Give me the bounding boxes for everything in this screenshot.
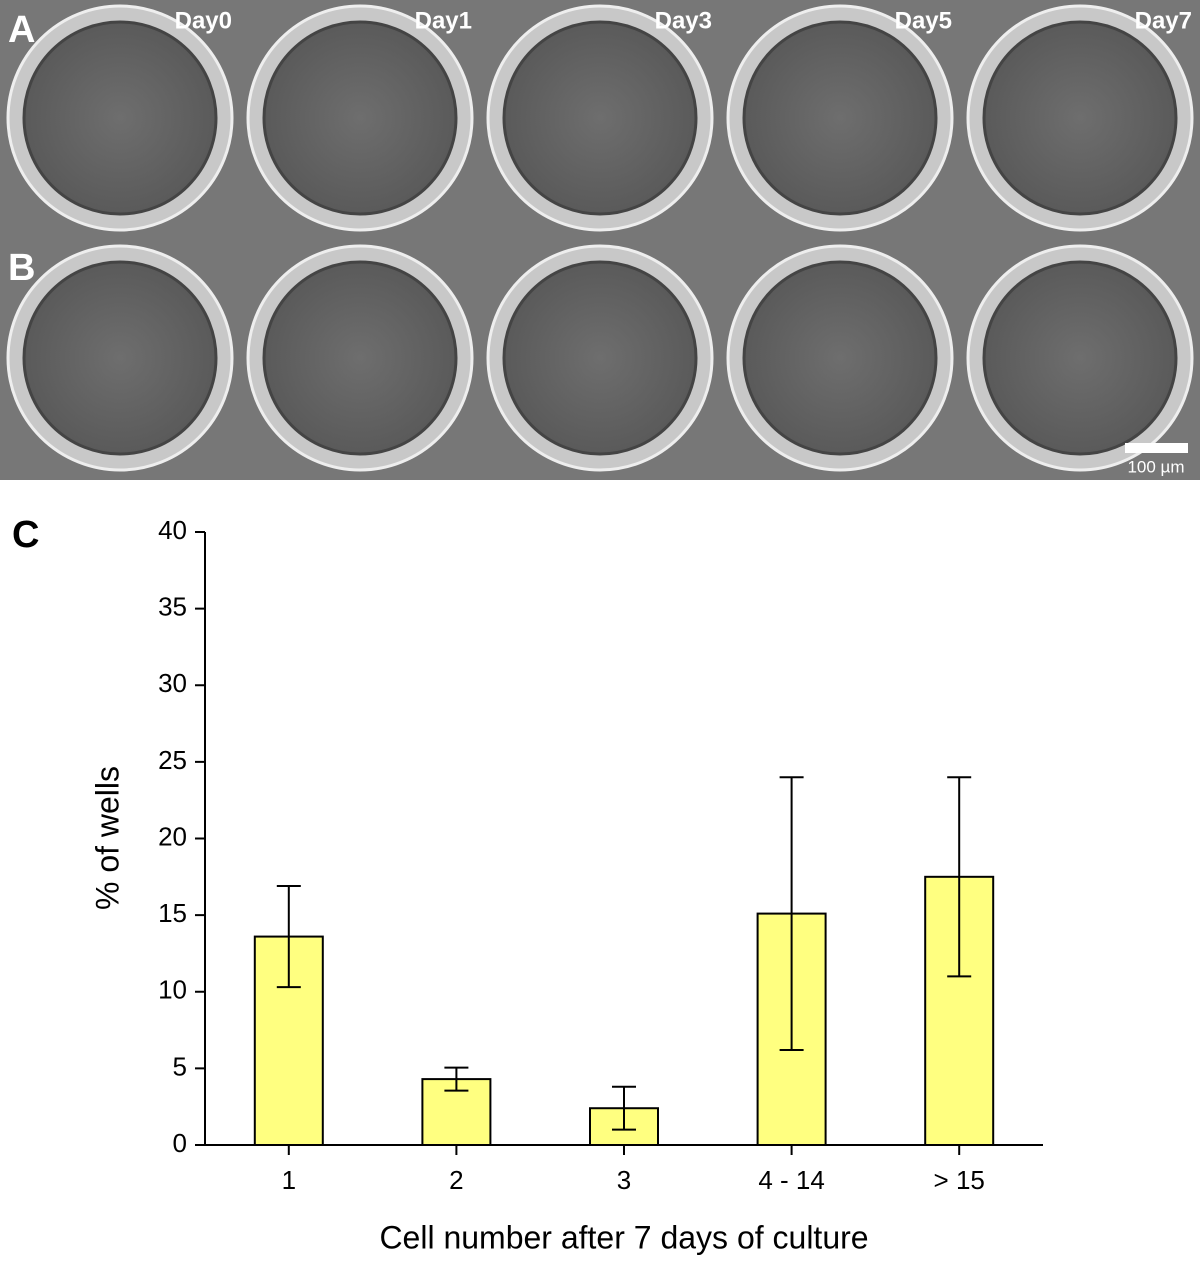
day-label: Day1: [415, 7, 472, 34]
panel-label: C: [12, 514, 39, 556]
error-bar: [612, 1085, 636, 1131]
y-tick-label: 35: [158, 592, 187, 622]
well: [22, 20, 218, 216]
well: [982, 20, 1178, 216]
well: [742, 260, 938, 456]
x-tick-label: 3: [617, 1165, 631, 1195]
x-tick-label: 2: [449, 1165, 463, 1195]
x-tick-label: > 15: [934, 1165, 985, 1195]
panel-label: B: [8, 247, 35, 289]
well: [742, 20, 938, 216]
micrographs: [0, 0, 1200, 480]
scale-bar: [1125, 443, 1188, 453]
well: [22, 260, 218, 456]
x-tick-label: 4 - 14: [758, 1165, 825, 1195]
day-label: Day3: [655, 7, 712, 34]
error-bar: [276, 885, 301, 989]
x-axis-label: Cell number after 7 days of culture: [379, 1219, 868, 1255]
well: [502, 260, 698, 456]
y-tick-label: 0: [173, 1128, 187, 1158]
y-axis-label: % of wells: [89, 766, 125, 910]
day-label: Day7: [1135, 7, 1192, 34]
panel-label: A: [8, 9, 35, 51]
well: [982, 260, 1178, 456]
error-bar: [779, 776, 804, 1051]
y-tick-label: 20: [158, 821, 187, 851]
well: [502, 20, 698, 216]
well: [262, 260, 458, 456]
y-tick-label: 10: [158, 975, 187, 1005]
day-label: Day5: [895, 7, 952, 34]
y-tick-label: 5: [173, 1051, 187, 1081]
day-label: Day0: [175, 7, 232, 34]
y-tick-label: 25: [158, 745, 187, 775]
y-tick-label: 15: [158, 898, 187, 928]
y-tick-label: 40: [158, 515, 187, 545]
y-tick-label: 30: [158, 668, 187, 698]
scale-bar-label: 100 µm: [1127, 457, 1184, 476]
x-tick-label: 1: [282, 1165, 296, 1195]
well: [262, 20, 458, 216]
error-bar: [444, 1066, 469, 1092]
error-bar: [947, 776, 972, 978]
